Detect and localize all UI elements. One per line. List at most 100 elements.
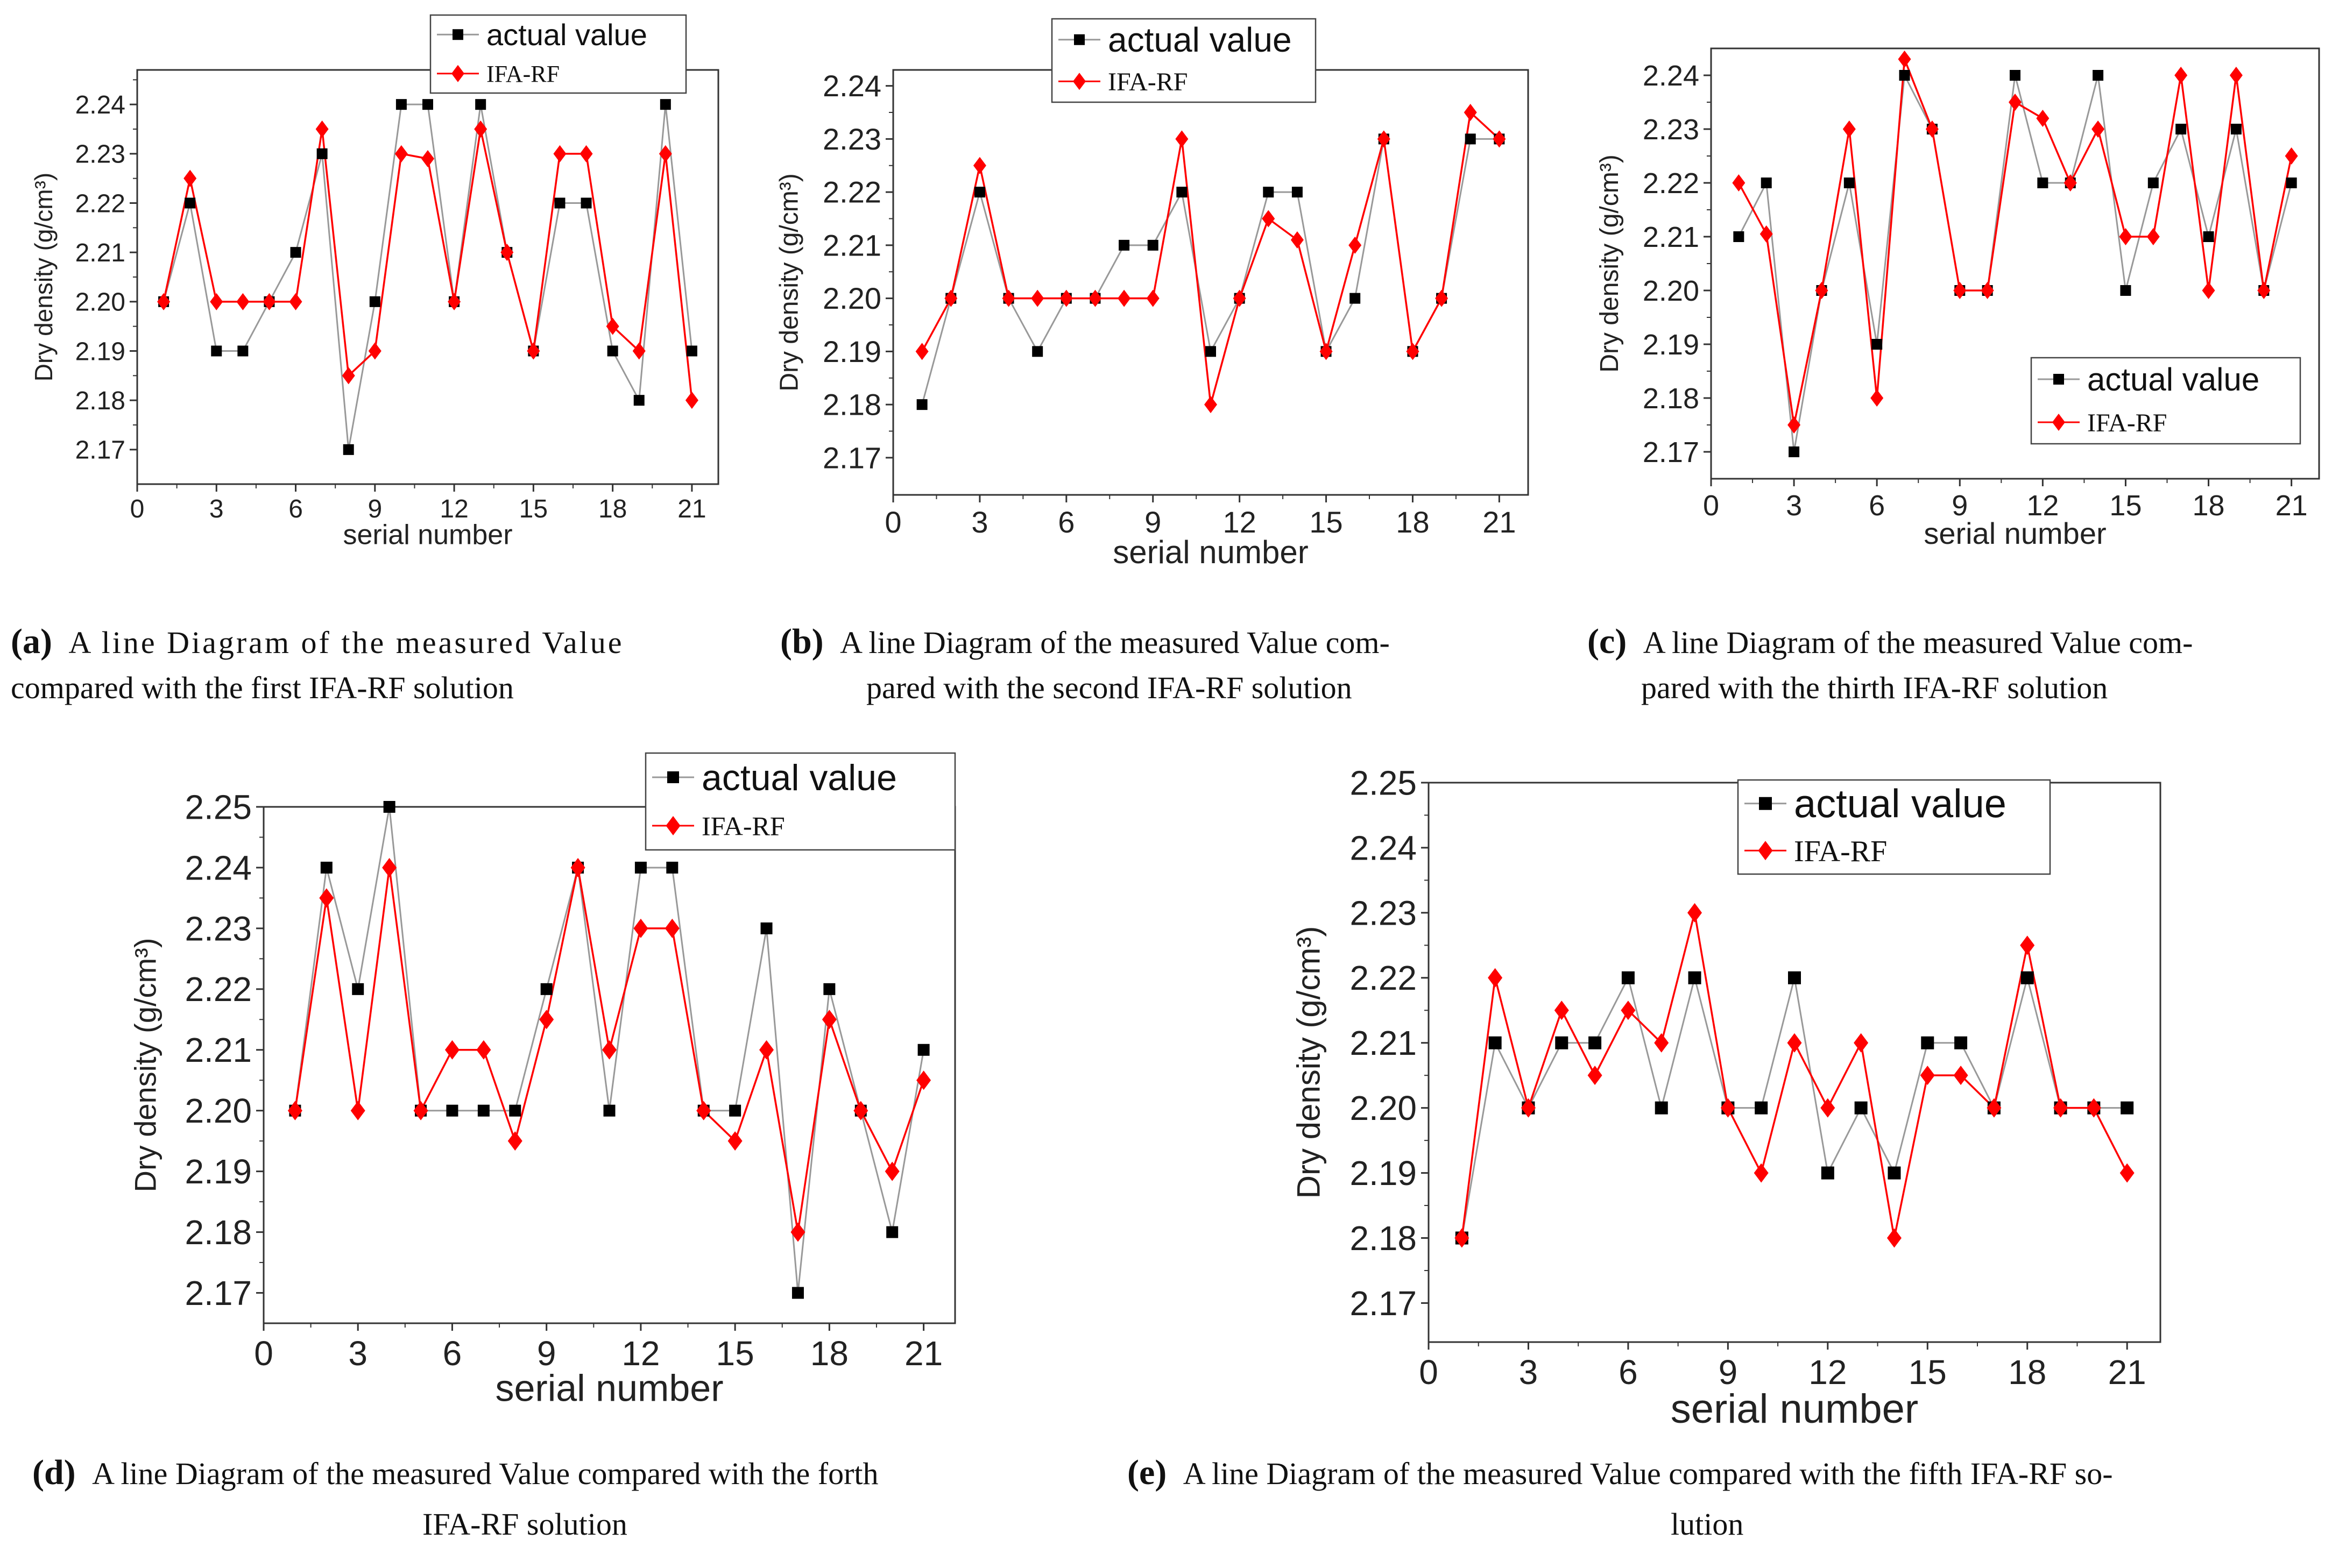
point-actual-e-7 [1655, 1101, 1668, 1115]
point-actual-b-8 [1119, 239, 1130, 251]
point-actual-e-4 [1555, 1036, 1568, 1049]
point-actual-e-21 [2121, 1101, 2134, 1115]
point-ifarf-b-1 [915, 343, 929, 360]
point-ifarf-e-21 [2119, 1163, 2135, 1183]
x-tick-label-d-1: 3 [348, 1334, 368, 1373]
point-ifarf-e-10 [1754, 1163, 1769, 1183]
point-actual-c-14 [2093, 70, 2104, 81]
legend-label-e-0: actual value [1794, 782, 2006, 826]
line-chart-e: 0 3 6 9 12 15 18 21 2.17 2.18 2.19 2.20 2.21 2.22 2.23… [1291, 763, 2161, 1432]
point-ifarf-c-1 [1732, 174, 1746, 191]
point-actual-a-3 [211, 345, 222, 357]
point-ifarf-d-19 [853, 1101, 868, 1120]
y-tick-label-b-0: 2.17 [823, 441, 881, 474]
point-actual-d-20 [886, 1226, 899, 1238]
y-tick-label-a-4: 2.21 [75, 239, 125, 267]
point-ifarf-d-15 [727, 1131, 743, 1151]
caption-b-letter: (b) [780, 622, 824, 661]
point-actual-b-11 [1205, 346, 1216, 357]
point-ifarf-d-8 [507, 1131, 522, 1151]
x-tick-label-d-5: 15 [716, 1334, 754, 1373]
x-tick-label-a-6: 18 [598, 495, 627, 523]
line-chart-c: 0 3 6 9 12 15 18 21 2.17 2.18 2.19 2.20 2.21 2.22 2.23… [1595, 47, 2320, 550]
y-tick-label-b-3: 2.20 [823, 281, 881, 315]
legend-box-d [645, 752, 956, 851]
y-tick-label-d-8: 2.25 [185, 787, 252, 826]
point-actual-c-19 [2230, 124, 2242, 134]
point-ifarf-a-12 [448, 293, 461, 310]
point-actual-e-16 [1954, 1036, 1968, 1049]
point-ifarf-c-12 [2036, 110, 2050, 127]
x-tick-label-a-5: 15 [519, 495, 548, 523]
x-tick-label-d-2: 6 [443, 1334, 462, 1373]
point-ifarf-b-6 [1059, 289, 1073, 307]
legend-label-b-0: actual value [1108, 20, 1292, 59]
x-axis-label-a: serial number [343, 519, 512, 550]
point-actual-b-10 [1176, 187, 1188, 198]
point-actual-a-9 [369, 296, 380, 307]
point-ifarf-c-4 [1815, 282, 1828, 299]
y-axis-label-a: Dry density (g/cm³) [30, 173, 58, 381]
x-tick-label-d-3: 9 [537, 1334, 556, 1373]
legend-box-a [429, 14, 687, 94]
point-ifarf-c-5 [1842, 120, 1856, 138]
x-tick-label-a-3: 9 [368, 495, 382, 523]
y-tick-label-c-1: 2.18 [1643, 382, 1699, 415]
legend-marker-b-1 [1073, 73, 1086, 90]
point-ifarf-c-6 [1870, 389, 1884, 407]
point-ifarf-b-10 [1175, 130, 1189, 148]
point-ifarf-e-2 [1488, 968, 1503, 988]
point-ifarf-d-1 [287, 1101, 302, 1120]
point-ifarf-c-7 [1898, 51, 1911, 68]
point-ifarf-d-13 [665, 918, 680, 938]
legend-marker-b-0 [1074, 34, 1085, 45]
caption-c-line-1: (c) A line Diagram of the measured Value… [1587, 622, 2193, 661]
point-ifarf-a-14 [500, 244, 514, 261]
caption-b-line-2: pared with the second IFA-RF solution [866, 670, 1352, 705]
point-ifarf-a-21 [685, 392, 698, 409]
point-actual-b-13 [1263, 187, 1274, 198]
y-tick-label-e-0: 2.17 [1349, 1284, 1417, 1323]
x-tick-label-b-6: 18 [1396, 505, 1429, 539]
point-actual-a-17 [581, 197, 592, 209]
point-actual-a-21 [686, 345, 697, 357]
point-actual-d-6 [446, 1104, 458, 1117]
series-line-e-1 [1461, 912, 2128, 1238]
point-ifarf-e-13 [1854, 1033, 1869, 1053]
point-actual-c-11 [2010, 70, 2020, 81]
point-actual-d-3 [352, 983, 364, 995]
point-actual-a-8 [343, 444, 354, 455]
point-actual-e-15 [1921, 1036, 1934, 1049]
y-tick-label-c-4: 2.21 [1643, 221, 1699, 253]
point-ifarf-b-9 [1146, 289, 1160, 307]
point-actual-d-9 [540, 983, 553, 995]
y-tick-label-b-6: 2.23 [823, 122, 881, 156]
point-actual-c-16 [2147, 178, 2159, 188]
y-tick-label-a-7: 2.24 [75, 91, 125, 119]
x-tick-label-b-0: 0 [885, 505, 901, 539]
y-tick-label-d-2: 2.19 [185, 1152, 252, 1191]
caption-a-line-2: compared with the first IFA-RF solution [11, 670, 514, 705]
point-ifarf-d-21 [916, 1070, 931, 1090]
x-tick-label-e-6: 18 [2008, 1353, 2046, 1392]
legend-marker-a-0 [453, 29, 463, 40]
point-actual-e-18 [2020, 971, 2034, 984]
legend-label-e-1: IFA-RF [1794, 835, 1887, 868]
point-ifarf-c-8 [1925, 120, 1939, 138]
point-actual-b-14 [1291, 187, 1303, 198]
caption-c-line-2: pared with the thirth IFA-RF solution [1641, 670, 2108, 705]
caption-e-line-1: (e) A line Diagram of the measured Value… [1127, 1453, 2113, 1492]
point-ifarf-d-7 [476, 1040, 491, 1060]
x-tick-label-c-6: 18 [2193, 489, 2225, 522]
y-tick-label-e-3: 2.20 [1349, 1089, 1417, 1127]
point-ifarf-e-15 [1920, 1066, 1935, 1085]
y-axis-label-d: Dry density (g/cm³) [129, 938, 162, 1193]
point-ifarf-b-14 [1290, 231, 1304, 249]
legend-marker-d-0 [667, 771, 679, 783]
caption-e-line-2: lution [1671, 1507, 1744, 1542]
line-chart-a: 0 3 6 9 12 15 18 21 2.17 2.18 2.19 2.20 2.21 2.22 2.23… [30, 14, 719, 550]
caption-d-line-2: IFA-RF solution [422, 1507, 627, 1542]
legend-marker-c-1 [2052, 414, 2065, 431]
x-tick-label-a-0: 0 [130, 495, 145, 523]
point-actual-b-9 [1147, 239, 1158, 251]
